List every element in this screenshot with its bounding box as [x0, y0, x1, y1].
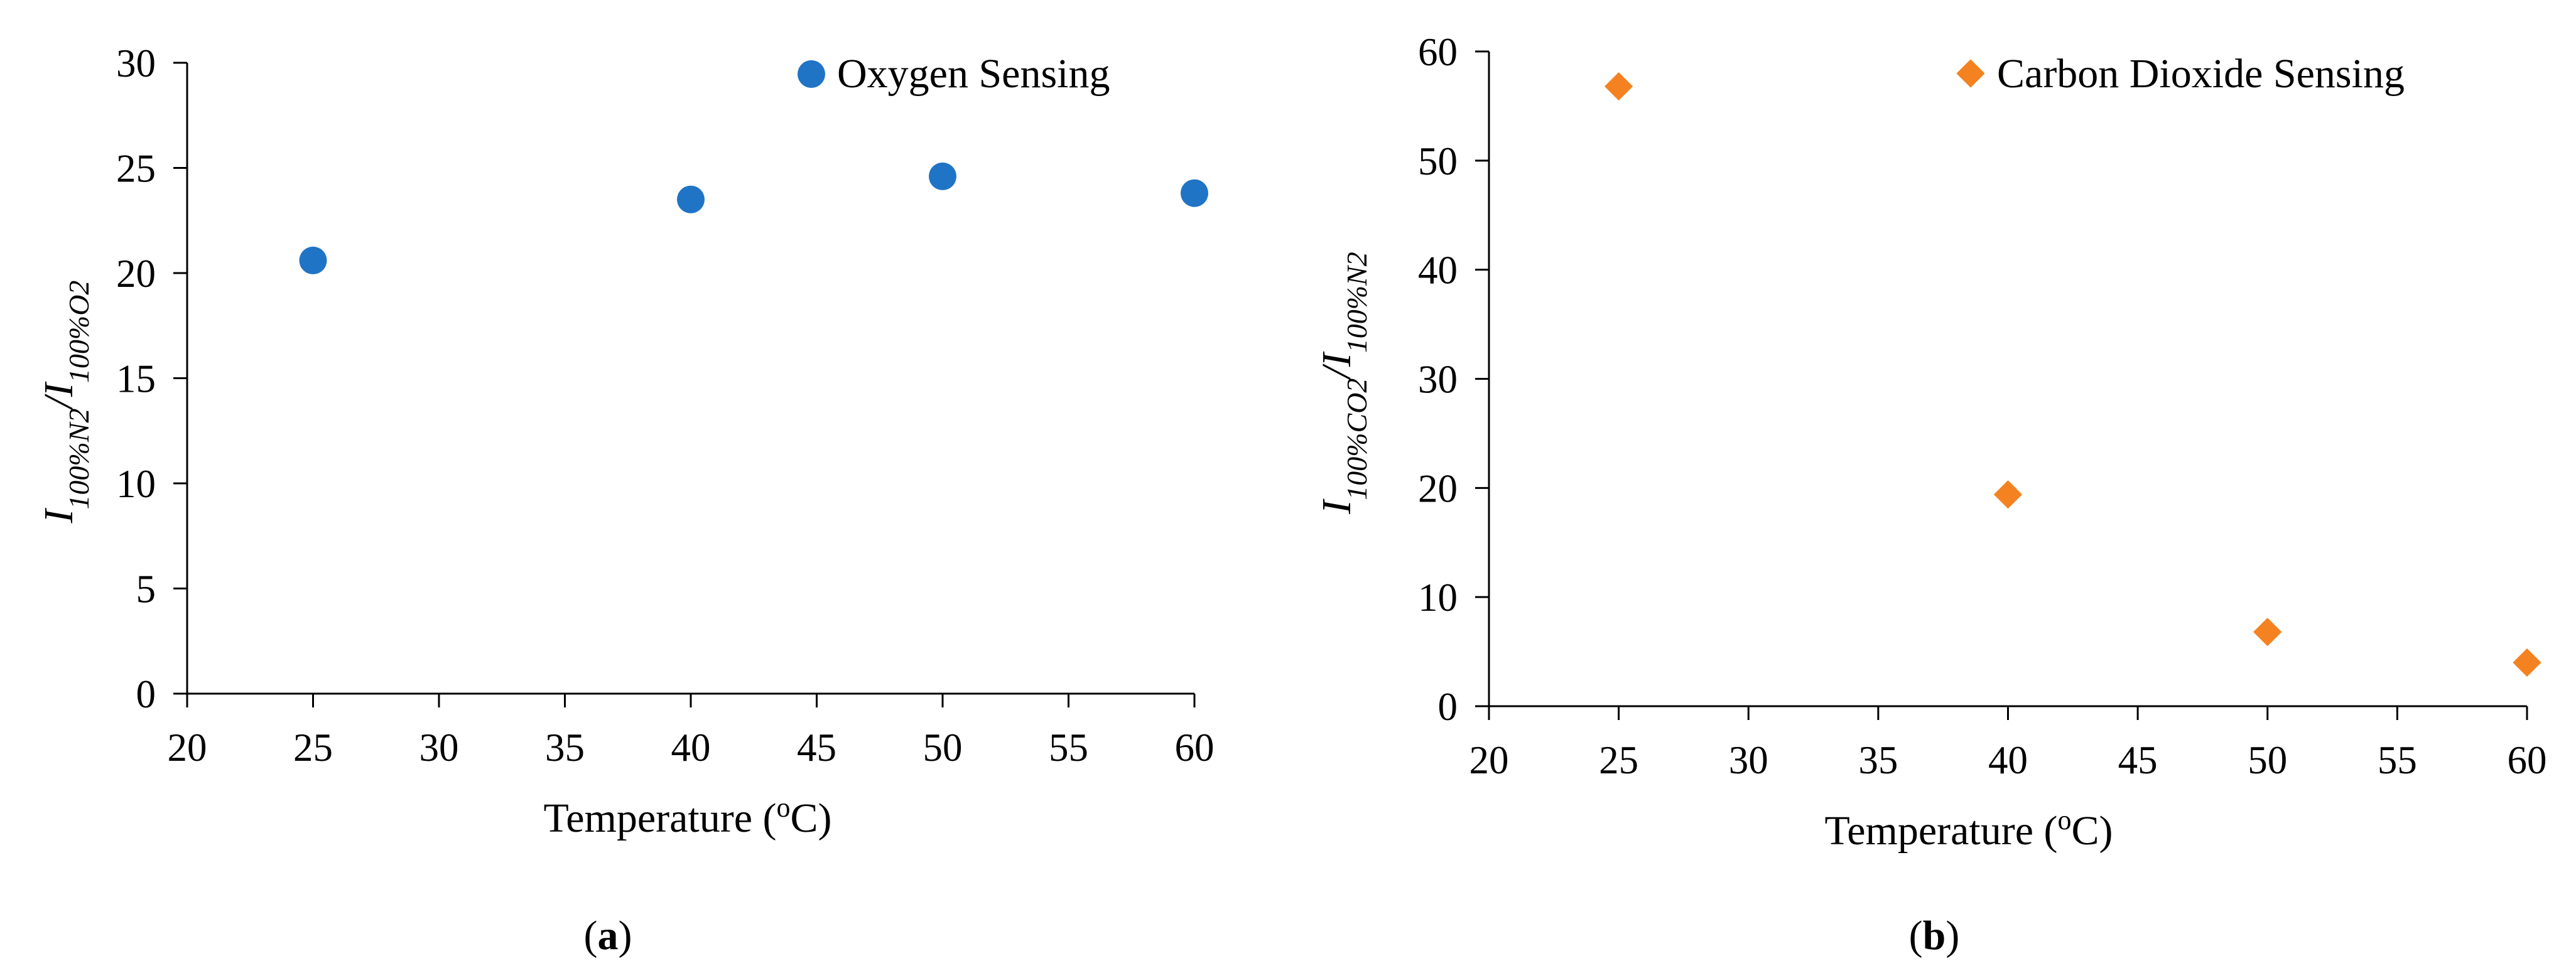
chart-a-axes: 20 25 30 35 40 45 50 55 60 0 5 10 15 20 25 30	[116, 41, 1215, 770]
chart-a-data-point	[929, 162, 956, 190]
chart-a-y-tick-label: 0	[136, 672, 156, 716]
chart-a-y-tick-label: 30	[116, 41, 156, 85]
chart-a-x-tick-label: 30	[419, 726, 459, 770]
chart-b-x-tick-label: 30	[1729, 738, 1768, 782]
chart-b-legend: Carbon Dioxide Sensing	[1956, 51, 2405, 97]
chart-b-data-point	[1604, 72, 1633, 101]
chart-b-x-tick-label: 50	[2248, 738, 2287, 782]
chart-b-y-tick-label: 40	[1418, 249, 1458, 293]
chart-a-x-axis-title: Temperature (oC)	[544, 792, 832, 842]
chart-b-x-tick-label: 25	[1599, 738, 1638, 782]
chart-a-y-tick-label: 5	[136, 567, 156, 611]
chart-a-panel-label: (a)	[584, 913, 632, 959]
chart-b-panel-label: (b)	[1909, 913, 1960, 959]
chart-a-y-tick-label: 20	[116, 252, 156, 296]
chart-a-y-tick-label: 25	[116, 147, 156, 191]
chart-b-y-tick-label: 60	[1418, 30, 1458, 74]
chart-a-series-oxygen	[299, 162, 1208, 274]
chart-b-legend-marker	[1956, 59, 1985, 88]
chart-a-y-axis-title: I100%N2/I100%O2	[36, 281, 95, 524]
chart-b-x-tick-label: 35	[1858, 738, 1898, 782]
chart-b-y-tick-label: 30	[1418, 358, 1458, 402]
chart-b-legend-label: Carbon Dioxide Sensing	[1997, 51, 2405, 97]
chart-a-data-point	[677, 185, 705, 213]
chart-b-x-tick-label: 60	[2508, 738, 2547, 782]
chart-a-legend: Oxygen Sensing	[798, 51, 1110, 97]
chart-a-x-tick-label: 20	[168, 726, 207, 770]
chart-b-x-axis-title: Temperature (oC)	[1825, 805, 2113, 854]
chart-b-y-tick-label: 10	[1418, 576, 1458, 620]
chart-b-data-point	[1993, 480, 2023, 509]
chart-b-x-tick-label: 45	[2118, 738, 2158, 782]
chart-a-y-tick-label: 15	[116, 357, 156, 401]
chart-b-y-axis-title: I100%CO2/I100%N2	[1314, 252, 1373, 515]
chart-a-x-tick-label: 45	[797, 726, 836, 770]
chart-a-x-tick-label: 55	[1049, 726, 1088, 770]
chart-a-x-tick-label: 60	[1175, 726, 1215, 770]
chart-a-legend-label: Oxygen Sensing	[837, 51, 1110, 97]
chart-b-data-point	[2253, 618, 2282, 647]
chart-a-data-point	[1181, 179, 1208, 207]
chart-b-y-tick-label: 50	[1418, 139, 1458, 183]
chart-a-x-tick-label: 50	[923, 726, 963, 770]
chart-b-data-point	[2513, 648, 2541, 677]
chart-a-x-tick-label: 25	[293, 726, 333, 770]
chart-a-x-tick-label: 35	[545, 726, 585, 770]
chart-b-y-tick-label: 0	[1438, 685, 1458, 729]
chart-a-data-point	[299, 246, 327, 274]
chart-panel-a: 20 25 30 35 40 45 50 55 60 0 5 10 15 20 25 30 Temperatu…	[36, 41, 1215, 959]
chart-b-x-tick-label: 40	[1988, 738, 2028, 782]
chart-a-legend-marker	[798, 60, 825, 88]
chart-a-y-tick-label: 10	[116, 462, 156, 506]
chart-b-series-co2	[1604, 72, 2541, 677]
chart-b-x-tick-label: 20	[1469, 738, 1509, 782]
chart-b-axes: 20 25 30 35 40 45 50 55 60 0 10 20 30 40 50 60	[1418, 30, 2547, 782]
chart-b-y-tick-label: 20	[1418, 466, 1458, 510]
chart-b-x-tick-label: 55	[2378, 738, 2417, 782]
chart-panel-b: 20 25 30 35 40 45 50 55 60 0 10 20 30 40 50 60 Temperat…	[1314, 30, 2547, 959]
chart-a-x-tick-label: 40	[671, 726, 711, 770]
